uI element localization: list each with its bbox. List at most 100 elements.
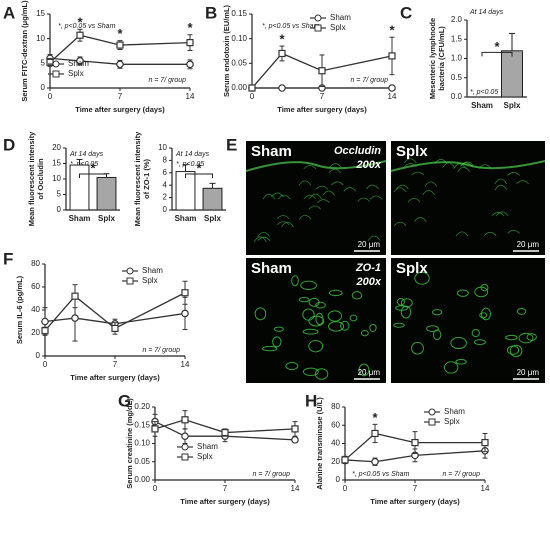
- micrograph-bg: [391, 258, 545, 383]
- marker: [278, 84, 286, 92]
- significance-star: *: [77, 15, 83, 30]
- error-bar: [76, 158, 83, 166]
- tissue: [298, 180, 312, 186]
- tissue: [277, 194, 291, 200]
- micrograph-group: Splx: [396, 260, 428, 277]
- y-tick-label: 0.00: [231, 83, 247, 92]
- legend-label: Sham: [142, 266, 163, 275]
- tissue: [393, 221, 407, 227]
- y-tick-label: 20: [31, 328, 40, 337]
- legend-marker: [52, 70, 60, 78]
- tissue: [302, 367, 319, 376]
- marker: [291, 425, 299, 433]
- legend-marker: [181, 443, 189, 451]
- annotation: At 14 days: [69, 151, 104, 158]
- tissue: [471, 328, 480, 338]
- marker: [371, 457, 379, 466]
- error-bar: [209, 182, 216, 189]
- annotation: n = 7/ group: [350, 77, 388, 84]
- y-axis-label: Serum endotoxin (EU/mL): [222, 4, 231, 97]
- tissue: [329, 163, 342, 168]
- tissue-edge: [245, 160, 387, 172]
- micrograph-magnification: 200x: [356, 159, 382, 171]
- legend-label: Splx: [197, 452, 213, 461]
- x-tick-label: Splx: [504, 101, 521, 110]
- legend-label: Sham: [68, 59, 89, 68]
- legend-marker: [181, 453, 189, 461]
- tissue: [369, 195, 383, 200]
- scale-label: 20 μm: [517, 240, 540, 249]
- tissue: [314, 368, 329, 380]
- x-tick-label: 7: [113, 360, 118, 369]
- significance-star: *: [494, 39, 500, 54]
- tissue: [303, 194, 317, 200]
- marker: [318, 67, 326, 75]
- tissue: [349, 314, 358, 322]
- tissue: [327, 310, 343, 322]
- significance-star: *: [389, 23, 395, 38]
- tissue: [300, 280, 317, 291]
- marker: [41, 317, 49, 326]
- legend-label: Sham: [444, 407, 465, 416]
- annotation: *, p<0.05 vs Sham: [58, 23, 116, 30]
- micrograph-group: Sham: [251, 260, 292, 277]
- tissue: [431, 309, 443, 316]
- micrograph: [390, 141, 546, 255]
- x-tick-label: 14: [186, 92, 195, 101]
- y-tick-label: 0.05: [134, 457, 150, 466]
- marker: [278, 49, 286, 58]
- y-axis-label: Mean fluorescent intensity: [133, 131, 142, 226]
- annotation: n = 7/ group: [148, 77, 186, 84]
- x-tick-label: Splx: [204, 214, 221, 223]
- panel-letter: A: [3, 3, 15, 22]
- marker: [181, 289, 189, 297]
- tissue: [396, 297, 405, 306]
- tissue: [328, 289, 343, 297]
- panel-letter: H: [305, 391, 317, 410]
- annotation: *, p<0.05: [176, 161, 204, 168]
- tissue: [455, 358, 467, 365]
- x-tick-label: 14: [181, 360, 190, 369]
- y-tick-label: 6: [163, 168, 168, 177]
- marker: [186, 60, 194, 69]
- marker: [388, 84, 396, 92]
- y-tick-label: 4: [163, 180, 168, 189]
- y-tick-label: 2: [163, 193, 168, 202]
- tissue: [272, 336, 282, 348]
- tissue: [426, 325, 439, 332]
- x-tick-label: 0: [250, 92, 255, 101]
- y-axis-label: Serum FITC-dextran (μg/mL): [20, 0, 29, 102]
- tissue: [309, 193, 322, 199]
- marker: [221, 428, 229, 437]
- y-tick-label: 0.15: [231, 9, 247, 18]
- x-tick-label: 0: [153, 484, 158, 493]
- bar: [202, 187, 223, 211]
- micrograph-group: Splx: [396, 143, 428, 160]
- y-axis-label: Mesenteric lymphnode: [428, 18, 437, 99]
- x-axis-label: Time after surgery (days): [277, 105, 367, 114]
- x-tick-label: 0: [43, 360, 48, 369]
- legend-label: Splx: [142, 276, 158, 285]
- micrograph: [391, 258, 545, 383]
- marker: [76, 31, 84, 39]
- y-tick-label: 0.20: [134, 402, 150, 411]
- tissue: [262, 346, 278, 352]
- y-tick-label: 0.10: [134, 439, 150, 448]
- legend-marker: [52, 60, 60, 68]
- x-axis-label: Time after surgery (days): [70, 373, 160, 382]
- legend-label: Splx: [330, 23, 346, 32]
- micrograph-stain: Occludin: [334, 145, 381, 157]
- panel-letter: F: [3, 249, 13, 268]
- annotation: *, p<0.05 vs Sham: [352, 471, 410, 478]
- panel-letter: G: [118, 391, 131, 410]
- panel-letter: D: [3, 135, 15, 154]
- bar: [175, 171, 196, 211]
- scale-label: 20 μm: [358, 368, 381, 377]
- tissue: [357, 197, 370, 202]
- micrograph-magnification: 200x: [356, 276, 382, 288]
- tissue: [271, 192, 284, 198]
- tissue: [509, 344, 523, 358]
- tissue: [276, 215, 290, 220]
- marker: [481, 438, 489, 447]
